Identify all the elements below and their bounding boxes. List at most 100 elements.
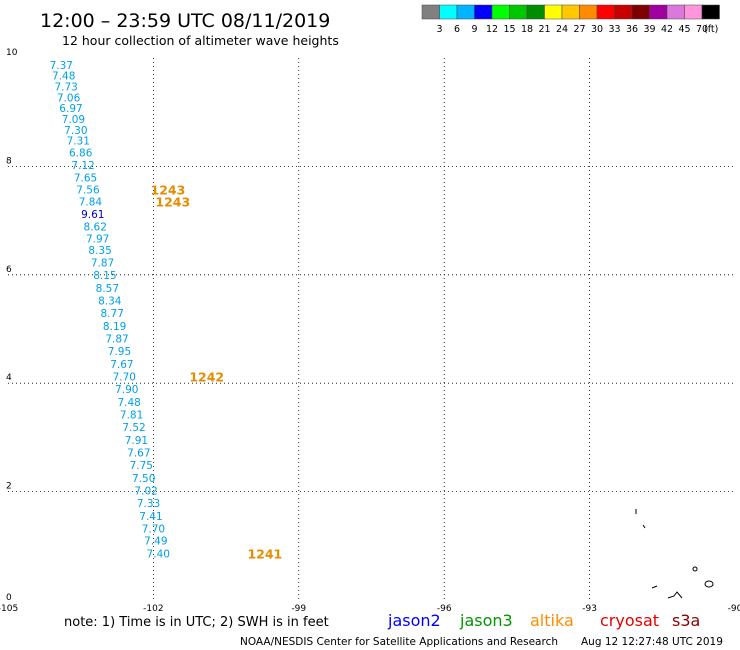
swh-point: 7.49	[144, 536, 167, 548]
colorbar-label: 12	[486, 24, 498, 35]
x-tick-label: -105	[0, 604, 18, 614]
swh-point: 7.95	[108, 346, 131, 358]
colorbar-label: 24	[556, 24, 568, 35]
swh-point: 7.90	[115, 384, 138, 396]
swh-point: 7.41	[139, 511, 162, 523]
colorbar-swatch	[561, 4, 580, 20]
colorbar-label: 6	[454, 24, 460, 35]
legend-entry-altika: altika	[530, 611, 574, 630]
time-label: 1241	[247, 547, 282, 562]
swh-point: 7.87	[105, 334, 128, 346]
colorbar-label: 42	[661, 24, 673, 35]
chart-title: 12:00 – 23:59 UTC 08/11/2019	[40, 10, 330, 32]
y-tick-label: 10	[6, 48, 18, 58]
colorbar-label: 21	[538, 24, 550, 35]
swh-point: 9.61	[81, 209, 104, 221]
swh-point: 8.62	[84, 221, 107, 233]
swh-point: 8.35	[88, 245, 111, 257]
swh-point: 7.52	[122, 422, 145, 434]
swh-point: 7.91	[125, 435, 148, 447]
swh-point: 7.48	[52, 71, 75, 83]
swh-point: 7.73	[54, 82, 77, 94]
colorbar-swatch	[439, 4, 458, 20]
colorbar-swatch	[456, 4, 475, 20]
coastline	[635, 509, 714, 599]
swh-point: 7.67	[127, 447, 150, 459]
colorbar-swatch	[596, 4, 615, 20]
swh-point: 7.70	[113, 371, 136, 383]
swh-point: 8.57	[96, 283, 119, 295]
colorbar-swatch	[491, 4, 510, 20]
legend-entry-jason3: jason3	[459, 611, 513, 630]
colorbar-label: (ft)	[704, 24, 718, 35]
y-tick-label: 4	[6, 373, 12, 383]
colorbar-swatch	[544, 4, 563, 20]
swh-point: 7.02	[134, 485, 157, 497]
chart-subtitle: 12 hour collection of altimeter wave hei…	[62, 33, 339, 48]
swh-point: 8.19	[103, 321, 126, 333]
colorbar-swatch	[421, 4, 440, 20]
footer-note: note: 1) Time is in UTC; 2) SWH is in fe…	[64, 615, 329, 630]
swh-point: 7.81	[120, 409, 143, 421]
swh-point: 7.75	[130, 460, 153, 472]
swh-point: 8.34	[98, 296, 122, 308]
colorbar-swatch	[579, 4, 598, 20]
colorbar-label: 45	[678, 24, 690, 35]
swh-point: 6.86	[69, 148, 93, 160]
swh-point: 7.09	[62, 114, 85, 126]
swh-point: 8.77	[101, 308, 124, 320]
colorbar-swatch	[631, 4, 650, 20]
colorbar-label: 33	[608, 24, 620, 35]
swh-point: 7.12	[71, 160, 94, 172]
swh-point: 7.30	[64, 125, 87, 137]
x-tick-label: -102	[143, 604, 163, 614]
swh-point: 7.84	[79, 196, 103, 208]
swh-point: 7.40	[147, 549, 170, 561]
colorbar-label: 30	[591, 24, 603, 35]
swh-point: 7.33	[137, 498, 160, 510]
colorbar: 3 6 9 12 15 18 21 24 27 30 33 36 39 42 45 70(ft)	[421, 4, 720, 35]
colorbar-label: 15	[503, 24, 515, 35]
colorbar-swatch	[701, 4, 720, 20]
swh-point: 8.15	[93, 270, 116, 282]
time-label: 1242	[189, 369, 224, 384]
x-tick-label: -93	[582, 604, 597, 614]
colorbar-swatch	[666, 4, 685, 20]
legend-entry-cryosat: cryosat	[600, 611, 659, 630]
colorbar-swatch	[649, 4, 668, 20]
colorbar-label: 70	[696, 24, 708, 35]
swh-point: 7.87	[91, 258, 114, 270]
legend-entry-jason2: jason2	[387, 611, 441, 630]
swh-point: 7.37	[50, 60, 73, 72]
colorbar-label: 3	[436, 24, 442, 35]
swh-point: 7.97	[86, 233, 109, 245]
satellite-legend: jason2 jason3 altika cryosat s3a	[387, 611, 700, 630]
plot-area: -105-102-99-96-93-9002468107.377.487.737…	[0, 48, 740, 614]
footer-credit: NOAA/NESDIS Center for Satellite Applica…	[240, 636, 558, 648]
x-tick-label: -99	[291, 604, 306, 614]
swh-point: 7.67	[110, 359, 133, 371]
legend-entry-s3a: s3a	[672, 611, 700, 630]
swh-point: 6.97	[59, 103, 82, 115]
x-tick-label: -96	[437, 604, 452, 614]
colorbar-label: 27	[573, 24, 585, 35]
y-tick-label: 2	[6, 482, 12, 492]
footer-timestamp: Aug 12 12:27:48 UTC 2019	[581, 636, 723, 648]
swh-point: 7.50	[132, 473, 155, 485]
colorbar-label: 18	[521, 24, 533, 35]
swh-point: 7.56	[76, 185, 100, 197]
time-label: 1243	[151, 183, 186, 198]
time-label: 1243	[155, 194, 190, 209]
swh-point: 7.48	[117, 397, 140, 409]
y-tick-label: 8	[6, 156, 12, 166]
swh-point: 7.65	[74, 173, 97, 185]
swh-point: 7.31	[67, 136, 90, 148]
colorbar-swatch	[509, 4, 528, 20]
colorbar-label: 39	[643, 24, 655, 35]
y-tick-label: 0	[6, 593, 12, 603]
colorbar-label: 9	[471, 24, 477, 35]
colorbar-swatch	[684, 4, 703, 20]
swh-point: 7.70	[142, 523, 165, 535]
y-tick-label: 6	[6, 265, 12, 275]
colorbar-swatch	[614, 4, 633, 20]
